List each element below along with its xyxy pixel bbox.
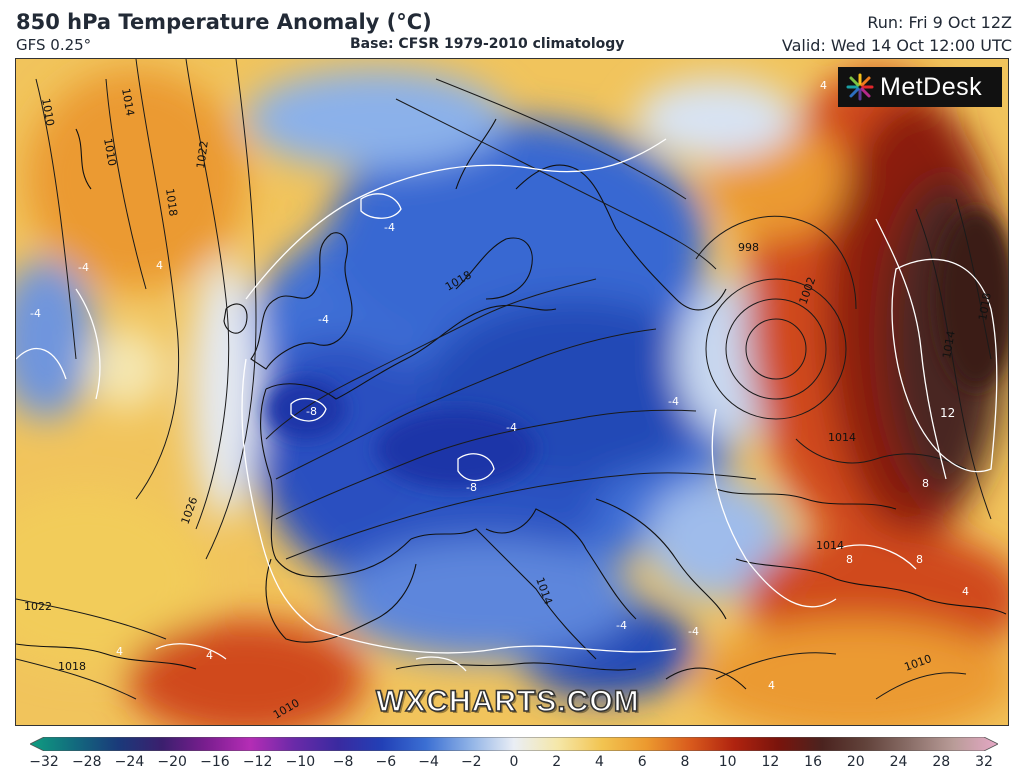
isobar-label: 1014 (828, 431, 856, 444)
colorbar-tick-label: 4 (594, 754, 604, 770)
watermark: WXCHARTS.COM (375, 684, 640, 719)
colorbar-tick-label: 6 (637, 754, 647, 770)
isobar-label: 1014 (940, 330, 958, 360)
isobar-label: 1022 (194, 140, 211, 170)
anomaly-contours (16, 138, 998, 672)
anomaly-label: -4 (616, 619, 627, 632)
colorbar-tick-label: −10 (285, 754, 316, 770)
anomaly-label: 4 (768, 679, 775, 692)
colorbar-tick-label: 24 (889, 754, 908, 770)
isobars (16, 59, 992, 700)
colorbar-tick-label: −2 (460, 754, 482, 770)
colorbar-tick-label: 16 (804, 754, 822, 770)
metdesk-wordmark: MetDesk (880, 72, 983, 101)
anomaly-label: -4 (318, 313, 329, 326)
colorbar-tick-label: 12 (761, 754, 780, 770)
colorbar-tick-label: 10 (718, 754, 737, 770)
run-time: Run: Fri 9 Oct 12Z (867, 13, 1012, 32)
colorbar-tick-label: −32 (29, 754, 59, 770)
chart-title: 850 hPa Temperature Anomaly (°C) (16, 10, 432, 34)
colorbar-tick-label: 0 (509, 754, 519, 770)
isobar-label: 998 (738, 241, 759, 254)
anomaly-label: 8 (916, 553, 923, 566)
anomaly-label: -4 (384, 221, 395, 234)
colorbar-tick-label: 28 (932, 754, 951, 770)
colorbar-tick-label: 20 (846, 754, 865, 770)
isobar-label: 1010 (101, 137, 119, 167)
colorbar (30, 737, 998, 751)
colorbar-ticks: −32 −28 −24 −20 −16 −12 −10 −8 −6 −4 −2 0 2 4 6 8 10 12 16… (0, 754, 1024, 774)
anomaly-label: 12 (940, 406, 955, 420)
isobar-label: 1018 (163, 188, 180, 218)
anomaly-label: -8 (306, 405, 317, 418)
anomaly-label: 4 (206, 649, 213, 662)
metdesk-logo: MetDesk (838, 67, 1002, 107)
colorbar-graphic (30, 737, 998, 751)
colorbar-tick-label: 8 (680, 754, 690, 770)
anomaly-map: 1010 1014 1010 1018 1022 1018 1026 1022 … (15, 58, 1009, 726)
isobar-label: 1022 (24, 600, 52, 613)
anomaly-label: -4 (506, 421, 517, 434)
isobar-label: 1018 (976, 292, 994, 322)
anomaly-label: -4 (30, 307, 41, 320)
isobar-label: 1018 (58, 660, 86, 673)
climatology-base: Base: CFSR 1979-2010 climatology (350, 36, 625, 52)
anomaly-label: 8 (922, 477, 929, 490)
anomaly-label: 8 (846, 553, 853, 566)
colorbar-tick-label: 32 (975, 754, 993, 770)
anomaly-labels: -4 -4 -4 -4 -8 -8 -4 -4 -4 -4 4 4 4 4 4 … (30, 79, 969, 692)
isobar-label: 1010 (39, 97, 57, 127)
anomaly-field (16, 59, 1008, 725)
anomaly-label: -8 (466, 481, 477, 494)
colorbar-tick-label: 2 (552, 754, 562, 770)
colorbar-tick-label: −12 (242, 754, 273, 770)
anomaly-label: -4 (78, 261, 89, 274)
chart-header: 850 hPa Temperature Anomaly (°C) GFS 0.2… (0, 0, 1024, 58)
anomaly-label: 4 (156, 259, 163, 272)
colorbar-tick-label: −8 (332, 754, 354, 770)
anomaly-label: -4 (688, 625, 699, 638)
anomaly-label: 4 (962, 585, 969, 598)
isobar-label: 1014 (816, 539, 844, 552)
model-name: GFS 0.25° (16, 36, 92, 54)
colorbar-tick-label: −28 (71, 754, 102, 770)
map-canvas: 1010 1014 1010 1018 1022 1018 1026 1022 … (16, 59, 1008, 725)
metdesk-starburst-icon (846, 73, 874, 101)
colorbar-tick-label: −24 (114, 754, 145, 770)
colorbar-tick-label: −4 (418, 754, 439, 770)
colorbar-tick-label: −6 (375, 754, 397, 770)
valid-time: Valid: Wed 14 Oct 12:00 UTC (781, 36, 1012, 55)
colorbar-tick-label: −16 (200, 754, 230, 770)
colorbar-tick-label: −20 (157, 754, 187, 770)
anomaly-label: 4 (116, 645, 123, 658)
coastlines (16, 118, 1007, 690)
anomaly-label: 4 (820, 79, 827, 92)
isobar-label: 1014 (119, 87, 137, 117)
anomaly-label: -4 (668, 395, 679, 408)
